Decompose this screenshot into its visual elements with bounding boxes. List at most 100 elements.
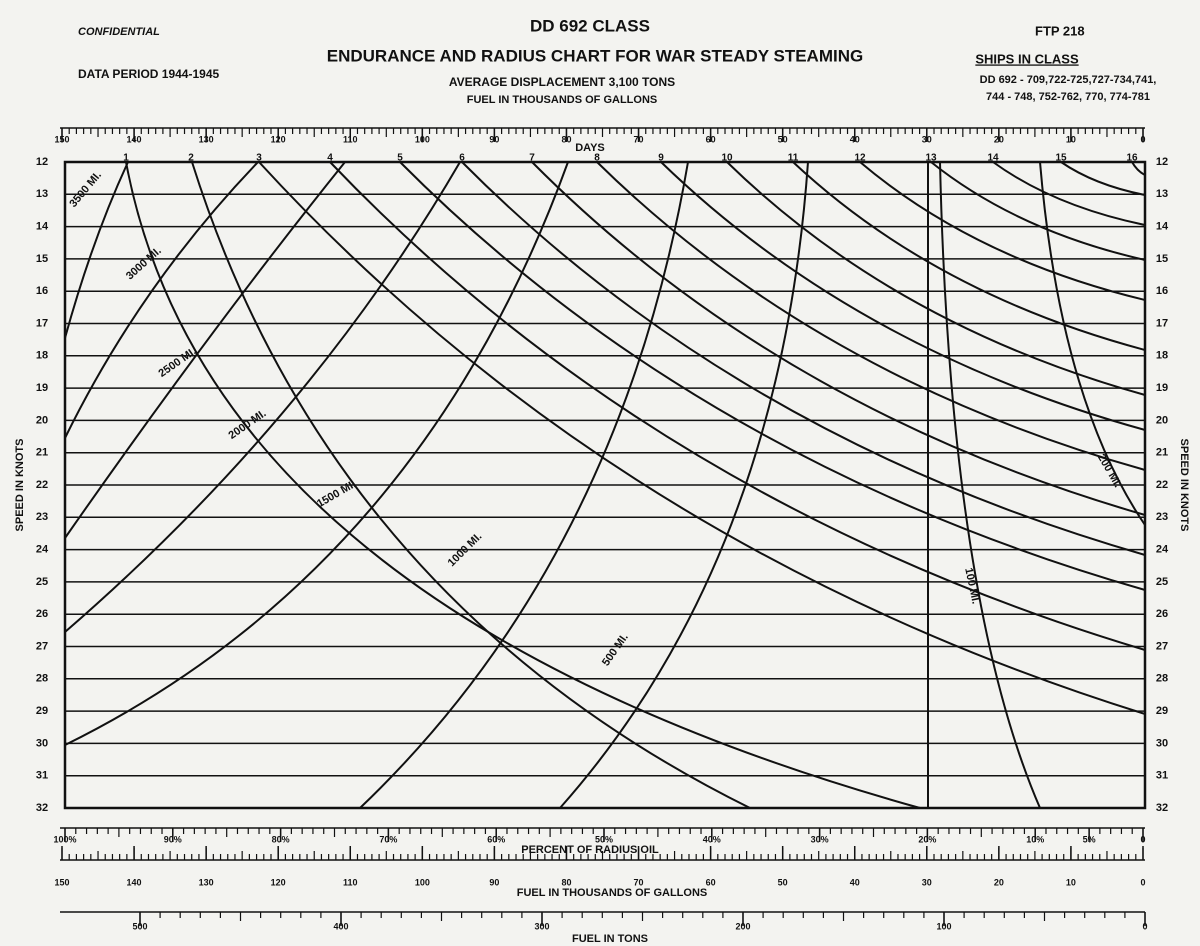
y-tick-label: 31 bbox=[1156, 770, 1168, 782]
y-tick-label: 28 bbox=[1156, 673, 1168, 685]
tick-label: 140 bbox=[127, 134, 142, 144]
tick-label: 110 bbox=[343, 134, 358, 144]
tick-label: 20% bbox=[918, 834, 936, 844]
day-label: 2 bbox=[188, 153, 194, 164]
y-tick-label: 17 bbox=[1156, 317, 1168, 329]
day-curve bbox=[992, 161, 1146, 226]
y-tick-label: 32 bbox=[36, 802, 48, 814]
y-tick-label: 30 bbox=[1156, 737, 1168, 749]
tick-label: 80% bbox=[272, 834, 290, 844]
y-tick-label: 20 bbox=[1156, 414, 1168, 426]
percent-title: PERCENT OF RADIUS OIL bbox=[521, 844, 659, 856]
tick-label: 100 bbox=[415, 877, 430, 887]
y-tick-label: 15 bbox=[1156, 253, 1168, 265]
tick-label: 130 bbox=[199, 134, 214, 144]
tick-label: 70 bbox=[634, 877, 644, 887]
y-tick-label: 31 bbox=[36, 770, 48, 782]
day-label: 5 bbox=[397, 153, 403, 164]
day-curve bbox=[859, 161, 1146, 301]
y-tick-label: 17 bbox=[36, 317, 48, 329]
curve bbox=[359, 161, 689, 809]
tick-label: 300 bbox=[534, 921, 549, 931]
y-tick-label: 25 bbox=[36, 576, 48, 588]
day-curve bbox=[1060, 161, 1146, 196]
tick-label: 500 bbox=[132, 921, 147, 931]
day-label: 16 bbox=[1126, 153, 1138, 164]
y-tick-label: 16 bbox=[1156, 285, 1168, 297]
tick-label: 30 bbox=[922, 134, 932, 144]
y-tick-label: 22 bbox=[36, 479, 48, 491]
day-label: 7 bbox=[529, 153, 535, 164]
y-tick-label: 27 bbox=[1156, 640, 1168, 652]
tick-label: 20 bbox=[994, 134, 1004, 144]
curve-label: 100 MI. bbox=[962, 567, 981, 605]
ships-title: SHIPS IN CLASS bbox=[975, 51, 1079, 66]
tick-label: 40% bbox=[703, 834, 721, 844]
y-tick-label: 24 bbox=[1156, 544, 1169, 556]
tick-label: 90 bbox=[489, 134, 499, 144]
y-tick-label: 32 bbox=[1156, 802, 1168, 814]
fuel-units: FUEL IN THOUSANDS OF GALLONS bbox=[467, 94, 657, 106]
day-label: 1 bbox=[123, 153, 129, 164]
day-label: 13 bbox=[925, 153, 937, 164]
tick-label: 10 bbox=[1066, 134, 1076, 144]
tick-label: 80 bbox=[561, 877, 571, 887]
curve bbox=[1039, 161, 1146, 526]
curve-label: 200 MI. bbox=[1095, 452, 1124, 490]
tick-label: 80 bbox=[561, 134, 571, 144]
tick-label: 50 bbox=[778, 877, 788, 887]
y-tick-label: 26 bbox=[1156, 608, 1168, 620]
tick-label: 60% bbox=[487, 834, 505, 844]
y-tick-label: 29 bbox=[1156, 705, 1168, 717]
y-tick-label: 21 bbox=[1156, 447, 1168, 459]
fuel-title: FUEL IN THOUSANDS OF GALLONS bbox=[517, 887, 707, 899]
curve-label: 3500 MI. bbox=[67, 169, 104, 210]
y-tick-label: 15 bbox=[36, 253, 48, 265]
day-label: 14 bbox=[987, 153, 999, 164]
tick-label: 50 bbox=[778, 134, 788, 144]
tick-label: 200 bbox=[735, 921, 750, 931]
tick-label: 10 bbox=[1066, 877, 1076, 887]
day-curve bbox=[726, 161, 1146, 396]
curve bbox=[939, 161, 1041, 809]
confidential: CONFIDENTIAL bbox=[78, 26, 160, 38]
curve-label: 1500 MI. bbox=[315, 478, 358, 510]
tick-label: 120 bbox=[271, 134, 286, 144]
y-tick-label: 14 bbox=[1156, 221, 1169, 233]
y-tick-label: 29 bbox=[36, 705, 48, 717]
tons-title: FUEL IN TONS bbox=[572, 933, 648, 945]
tick-label: 140 bbox=[127, 877, 142, 887]
curve-label: 3000 MI. bbox=[124, 245, 164, 283]
tick-label: 0 bbox=[1140, 877, 1145, 887]
day-label: 15 bbox=[1055, 153, 1067, 164]
day-label: 4 bbox=[327, 153, 333, 164]
tick-label: 60 bbox=[706, 877, 716, 887]
curve-label: 2500 MI. bbox=[157, 345, 199, 379]
y-tick-label: 13 bbox=[36, 188, 48, 200]
tick-label: 30 bbox=[922, 877, 932, 887]
tick-label: 0 bbox=[1140, 134, 1145, 144]
day-label: 11 bbox=[788, 153, 799, 164]
y-tick-label: 23 bbox=[1156, 511, 1168, 523]
curve bbox=[64, 161, 461, 633]
tick-label: 150 bbox=[54, 877, 69, 887]
tick-label: 30% bbox=[811, 834, 829, 844]
day-curve bbox=[930, 161, 1146, 261]
curve bbox=[64, 161, 569, 746]
y-tick-label: 25 bbox=[1156, 576, 1168, 588]
y-tick-label: 12 bbox=[36, 156, 48, 168]
y-tick-label: 14 bbox=[36, 221, 49, 233]
day-label: 3 bbox=[256, 153, 262, 164]
tick-label: 70 bbox=[634, 134, 644, 144]
chart-title: ENDURANCE AND RADIUS CHART FOR WAR STEAD… bbox=[327, 46, 863, 65]
tick-label: 10% bbox=[1026, 834, 1044, 844]
class: DD 692 CLASS bbox=[530, 16, 650, 35]
tick-label: 40 bbox=[850, 134, 860, 144]
y-tick-label: 28 bbox=[36, 673, 48, 685]
ships-line: 744 - 748, 752-762, 770, 774-781 bbox=[986, 91, 1150, 103]
day-label: 12 bbox=[854, 153, 866, 164]
speed-title: SPEED IN KNOTS bbox=[14, 439, 26, 532]
tick-label: 100% bbox=[53, 834, 76, 844]
curve bbox=[125, 161, 921, 809]
